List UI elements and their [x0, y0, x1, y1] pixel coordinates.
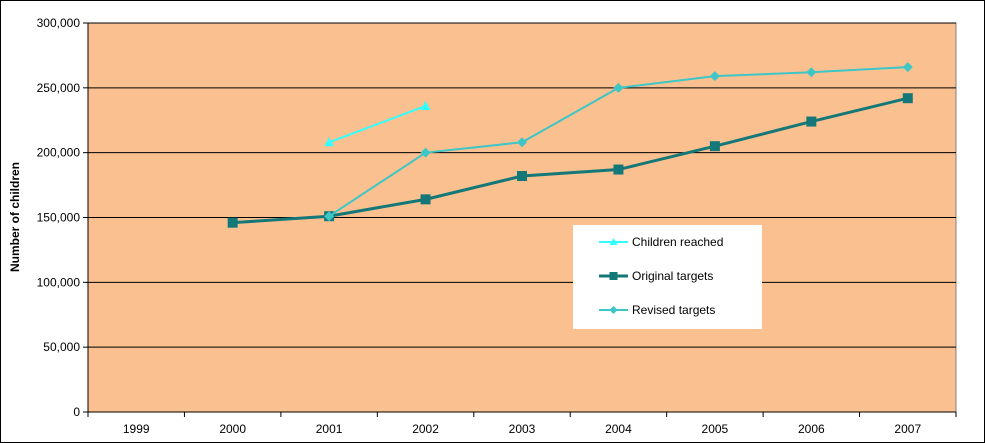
data-point-revised-targets: [420, 147, 431, 158]
series-layer: [227, 62, 913, 228]
diamond-marker-icon: [609, 306, 618, 314]
data-point-original-targets: [227, 217, 238, 228]
data-point-revised-targets: [806, 67, 817, 78]
square-marker-icon: [609, 272, 618, 280]
legend-label-original-targets: Original targets: [632, 269, 713, 283]
data-point-revised-targets: [709, 71, 720, 82]
gridlines: [88, 22, 956, 348]
data-point-revised-targets: [324, 211, 335, 222]
series-revised-targets: [324, 62, 913, 222]
y-axis-label: Number of children: [8, 162, 22, 272]
x-tick-label: 2003: [509, 422, 536, 436]
y-tick-label: 50,000: [43, 340, 80, 354]
x-tick-label: 2002: [412, 422, 439, 436]
series-children-reached: [324, 100, 431, 147]
series-line-original-targets: [232, 96, 909, 225]
y-axis: 0 50,000 100,000 150,000 200,000 250,000 300,0…: [37, 16, 89, 419]
x-tick-label: 2000: [219, 422, 246, 436]
y-tick-label: 150,000: [37, 211, 81, 225]
data-point-revised-targets: [613, 82, 624, 93]
legend-item-revised-targets: Revised targets: [599, 303, 715, 317]
data-point-original-targets: [517, 171, 527, 182]
y-tick-label: 200,000: [37, 146, 81, 160]
y-tick-label: 0: [73, 405, 80, 419]
data-point-children-reached: [324, 137, 335, 147]
x-tick-label: 2001: [316, 422, 343, 436]
x-tick-label: 2007: [894, 422, 921, 436]
series-line-children-reached: [328, 105, 426, 144]
y-tick-label: 300,000: [37, 16, 81, 30]
x-axis: 1999 2000 2001 2002 2003 2004 2005 2006 2007: [87, 411, 957, 436]
legend: Children reached Original targets Revise…: [573, 225, 762, 329]
legend-item-original-targets: Original targets: [599, 269, 713, 283]
legend-label-children-reached: Children reached: [632, 235, 723, 249]
legend-item-children-reached: Children reached: [599, 235, 723, 249]
data-point-original-targets: [902, 93, 913, 104]
x-tick-label: 2004: [605, 422, 632, 436]
data-point-original-targets: [420, 194, 431, 205]
triangle-marker-icon: [609, 238, 618, 245]
data-point-revised-targets: [902, 62, 913, 73]
x-tick-label: 2005: [702, 422, 729, 436]
y-tick-label: 100,000: [37, 275, 81, 289]
data-point-original-targets: [806, 116, 817, 127]
x-tick-label: 2006: [798, 422, 825, 436]
data-point-children-reached: [420, 100, 431, 110]
legend-label-revised-targets: Revised targets: [632, 303, 715, 317]
y-tick-label: 250,000: [37, 81, 81, 95]
data-point-original-targets: [709, 141, 720, 152]
data-point-revised-targets: [517, 137, 527, 148]
data-point-original-targets: [613, 164, 624, 175]
x-tick-label: 1999: [123, 422, 150, 436]
